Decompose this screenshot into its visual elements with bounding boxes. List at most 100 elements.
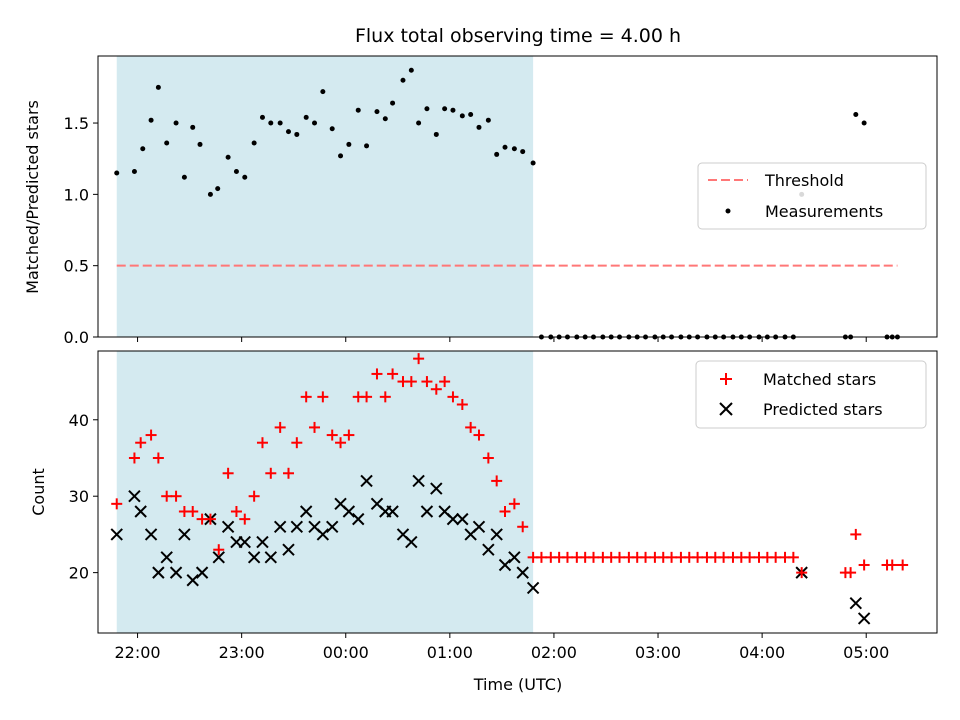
- measurement-point: [173, 120, 179, 126]
- measurement-point: [450, 107, 456, 113]
- top-panel-frame: [97, 55, 938, 338]
- measurement-point: [338, 153, 344, 159]
- measurement-point: [433, 131, 439, 137]
- predicted-point: [508, 551, 521, 564]
- predicted-point: [134, 505, 147, 518]
- x-tick-label: 04:00: [739, 643, 785, 662]
- measurement-point: [215, 186, 221, 192]
- legend-matched-marker: [720, 373, 732, 385]
- predicted-point: [247, 551, 261, 564]
- predicted-point: [212, 551, 225, 564]
- matched-point: [413, 353, 425, 365]
- measurement-point: [502, 144, 508, 150]
- predicted-point: [299, 505, 313, 518]
- measurement-point: [181, 174, 187, 180]
- predicted-point: [342, 505, 356, 518]
- measurement-point: [251, 140, 257, 146]
- measurement-point: [277, 120, 283, 126]
- matched-point: [343, 429, 355, 441]
- predicted-point: [857, 612, 871, 625]
- matched-point: [845, 567, 857, 579]
- measurement-point: [164, 140, 170, 146]
- matched-point: [317, 391, 329, 403]
- x-tick-label: 23:00: [219, 643, 265, 662]
- measurement-point: [520, 149, 526, 155]
- measurement-point: [190, 124, 196, 130]
- measurement-point: [303, 114, 309, 120]
- matched-point: [204, 513, 216, 525]
- matched-point: [508, 498, 520, 510]
- predicted-point: [360, 474, 373, 488]
- matched-point: [465, 421, 477, 433]
- measurement-point: [530, 160, 536, 166]
- measurement-point: [459, 113, 465, 119]
- predicted-point: [498, 558, 512, 572]
- predicted-point: [195, 566, 209, 579]
- matched-point: [692, 551, 704, 563]
- matched-point: [517, 521, 529, 533]
- bottom-y-axis-label: Count: [29, 468, 48, 516]
- predicted-point: [282, 543, 295, 556]
- matched-point: [128, 452, 140, 464]
- y-tick-label: 0.0: [64, 328, 89, 347]
- matched-point: [265, 467, 277, 479]
- matched-point: [170, 490, 182, 502]
- matched-point: [640, 551, 652, 563]
- y-tick-label: 1.5: [64, 114, 89, 133]
- measurement-point: [294, 131, 300, 137]
- matched-point: [309, 421, 321, 433]
- measurement-point: [312, 120, 318, 126]
- y-tick-label: 0.5: [64, 257, 89, 276]
- x-tick-label: 02:00: [531, 643, 577, 662]
- predicted-point: [144, 528, 158, 541]
- predicted-point: [128, 489, 141, 503]
- legend-matched-label: Matched stars: [763, 370, 876, 389]
- predicted-point: [352, 512, 365, 526]
- predicted-point: [490, 528, 503, 541]
- predicted-point: [110, 528, 123, 541]
- predicted-point: [169, 566, 183, 579]
- measurement-point: [242, 174, 248, 180]
- matched-point: [300, 391, 312, 403]
- matched-point: [326, 429, 338, 441]
- matched-point: [152, 452, 164, 464]
- measurement-point: [364, 143, 370, 149]
- matched-point: [587, 551, 599, 563]
- matched-point: [666, 551, 678, 563]
- predicted-point: [316, 528, 330, 541]
- x-tick-label: 03:00: [635, 643, 681, 662]
- measurement-point: [268, 120, 274, 126]
- matched-point: [187, 505, 199, 517]
- matched-point: [248, 490, 260, 502]
- bottom-panel-frame: [97, 350, 938, 634]
- x-tick-label: 05:00: [843, 643, 889, 662]
- measurement-point: [374, 109, 380, 115]
- matched-point: [379, 391, 391, 403]
- predicted-point: [446, 512, 460, 526]
- top-legend-frame: [697, 162, 927, 230]
- matched-point: [473, 429, 485, 441]
- matched-point: [770, 551, 782, 563]
- predicted-point: [430, 482, 443, 495]
- x-axis-label: Time (UTC): [473, 675, 562, 694]
- measurement-point: [233, 169, 239, 175]
- predicted-point: [290, 520, 304, 533]
- matched-point: [371, 368, 383, 380]
- measurement-point: [148, 117, 154, 123]
- predicted-point: [472, 520, 486, 533]
- matched-point: [858, 559, 870, 571]
- matched-point: [387, 368, 399, 380]
- top-y-axis-label: Matched/Predicted stars: [23, 100, 42, 294]
- bottom-legend-frame: [695, 360, 927, 429]
- top-panel: 0.0 0.5 1.0 1.5 Matched/Predicted stars Thr…: [23, 55, 938, 347]
- measurement-point: [320, 89, 326, 95]
- matched-point: [135, 437, 147, 449]
- matched-point: [744, 551, 756, 563]
- matched-point: [456, 398, 468, 410]
- predicted-point: [516, 566, 529, 579]
- matched-point: [230, 505, 242, 517]
- y-tick-label: 40: [69, 411, 89, 430]
- legend-predicted-label: Predicted stars: [763, 400, 883, 419]
- matched-point: [291, 437, 303, 449]
- measurement-point: [476, 124, 482, 130]
